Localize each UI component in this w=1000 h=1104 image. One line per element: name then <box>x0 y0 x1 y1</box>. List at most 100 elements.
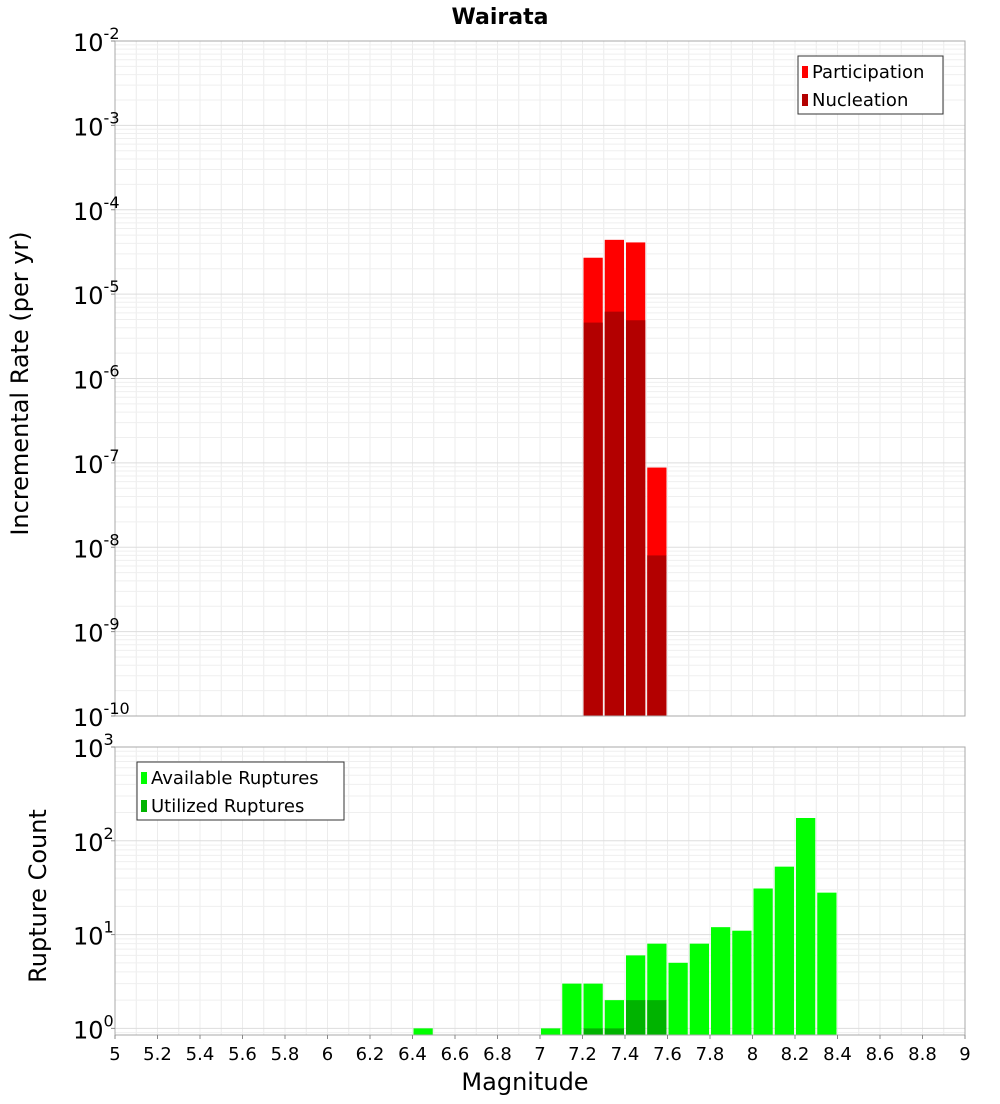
y-tick-exponent: -6 <box>104 362 120 381</box>
x-tick-label: 8.4 <box>823 1044 852 1065</box>
y-tick-exponent: -9 <box>104 615 120 634</box>
legend-label: Utilized Ruptures <box>151 796 304 817</box>
y-tick-label: 103 <box>73 730 114 763</box>
x-tick-label: 9 <box>959 1044 970 1065</box>
bar <box>583 1028 603 1035</box>
legend-label: Nucleation <box>812 90 908 111</box>
y-tick-base: 10 <box>73 535 104 563</box>
y-tick-label: 10-8 <box>73 530 120 563</box>
legend-1: Available Ruptures Utilized Ruptures <box>136 761 345 821</box>
legend-swatch <box>802 66 808 78</box>
y-tick-label: 10-2 <box>73 24 120 57</box>
y-tick-base: 10 <box>73 451 104 479</box>
bar <box>626 1000 646 1035</box>
bar <box>604 311 624 716</box>
x-tick-label: 8.2 <box>781 1044 810 1065</box>
legend-swatch <box>802 94 808 106</box>
y-tick-exponent: 0 <box>104 1011 114 1030</box>
y-tick-label: 10-9 <box>73 615 120 648</box>
y-tick-base: 10 <box>73 29 104 57</box>
legend-label: Participation <box>812 62 924 83</box>
y-tick-label: 102 <box>73 824 114 857</box>
y-tick-base: 10 <box>73 1016 104 1044</box>
y-tick-exponent: -5 <box>104 277 120 296</box>
x-tick-label: 5.2 <box>143 1044 172 1065</box>
y-axis-label-count: Rupture Count <box>24 809 52 983</box>
x-tick-label: 5.4 <box>186 1044 215 1065</box>
bar <box>817 892 837 1035</box>
bar <box>647 555 667 716</box>
legend-box <box>136 761 345 821</box>
y-tick-label: 10-5 <box>73 277 120 310</box>
y-tick-label: 10-6 <box>73 362 120 395</box>
bar <box>753 888 773 1035</box>
legend-box <box>797 55 944 115</box>
y-axis-label-rate: Incremental Rate (per yr) <box>6 231 34 535</box>
x-tick-label: 6.6 <box>441 1044 470 1065</box>
bar <box>689 943 709 1035</box>
bar <box>626 320 646 716</box>
x-tick-label: 5.6 <box>228 1044 257 1065</box>
x-tick-label: 6.8 <box>483 1044 512 1065</box>
x-tick-label: 5.8 <box>271 1044 300 1065</box>
bar <box>583 983 603 1035</box>
bar <box>796 817 816 1035</box>
bar <box>647 1000 667 1035</box>
legend-swatch <box>141 800 147 812</box>
y-tick-label: 10-3 <box>73 108 120 141</box>
legend-swatch <box>141 772 147 784</box>
bar <box>668 962 688 1035</box>
x-tick-label: 7.6 <box>653 1044 682 1065</box>
x-tick-label: 7.2 <box>568 1044 597 1065</box>
y-tick-exponent: -8 <box>104 530 120 549</box>
bar <box>604 1028 624 1035</box>
y-tick-exponent: -2 <box>104 24 120 43</box>
series-utilized-ruptures <box>583 1000 667 1035</box>
y-tick-base: 10 <box>73 113 104 141</box>
x-tick-label: 6 <box>322 1044 333 1065</box>
bar <box>711 927 731 1035</box>
legend-label: Available Ruptures <box>151 768 319 789</box>
bar <box>541 1028 561 1035</box>
y-tick-exponent: 3 <box>104 730 114 749</box>
y-tick-base: 10 <box>73 829 104 857</box>
x-tick-label: 6.4 <box>398 1044 427 1065</box>
bar <box>562 983 582 1035</box>
y-tick-base: 10 <box>73 282 104 310</box>
x-tick-label: 8.8 <box>908 1044 937 1065</box>
series-nucleation <box>583 311 667 716</box>
bar <box>732 930 752 1035</box>
y-tick-base: 10 <box>73 735 104 763</box>
y-tick-label: 10-7 <box>73 446 120 479</box>
y-tick-exponent: -3 <box>104 108 120 127</box>
y-tick-exponent: 1 <box>104 918 114 937</box>
y-tick-exponent: -4 <box>104 193 120 212</box>
y-tick-exponent: 2 <box>104 824 114 843</box>
x-tick-label: 6.2 <box>356 1044 385 1065</box>
y-tick-base: 10 <box>73 923 104 951</box>
y-tick-base: 10 <box>73 704 104 732</box>
legend-0: Participation Nucleation <box>797 55 944 115</box>
y-tick-base: 10 <box>73 367 104 395</box>
y-tick-label: 10-4 <box>73 193 120 226</box>
bar <box>604 1000 624 1035</box>
x-axis-label: Magnitude <box>461 1068 588 1096</box>
bar <box>774 866 794 1035</box>
bar <box>583 322 603 716</box>
y-tick-label: 101 <box>73 918 114 951</box>
grid-lines-0 <box>114 40 966 717</box>
y-tick-label: 100 <box>73 1011 114 1044</box>
y-tick-base: 10 <box>73 620 104 648</box>
x-tick-label: 8.6 <box>866 1044 895 1065</box>
y-tick-exponent: -10 <box>104 699 130 718</box>
y-tick-label: 10-10 <box>73 699 130 732</box>
y-tick-exponent: -7 <box>104 446 120 465</box>
x-tick-label: 5 <box>109 1044 120 1065</box>
x-tick-label: 7 <box>534 1044 545 1065</box>
chart-title: Wairata <box>452 5 549 30</box>
x-tick-label: 8 <box>747 1044 758 1065</box>
y-tick-base: 10 <box>73 198 104 226</box>
x-tick-label: 7.8 <box>696 1044 725 1065</box>
x-tick-label: 7.4 <box>611 1044 640 1065</box>
